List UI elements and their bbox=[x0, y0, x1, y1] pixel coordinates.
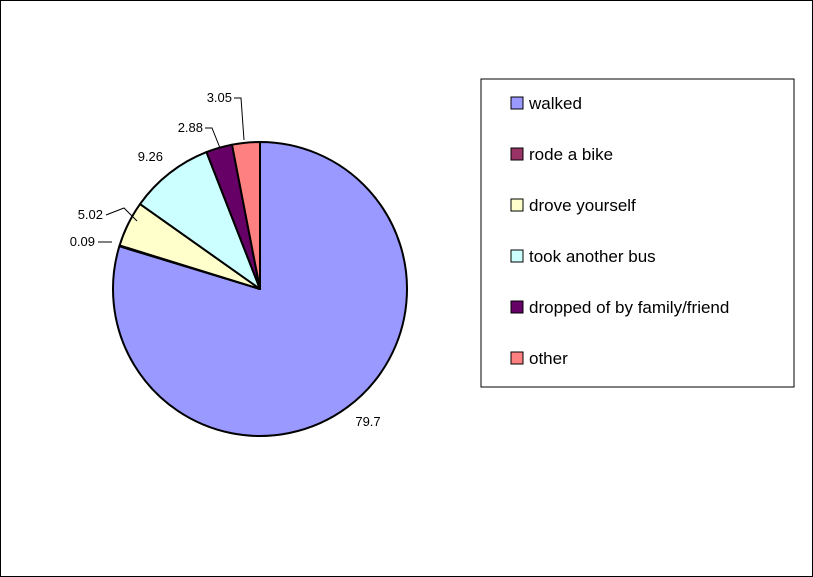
legend-swatch-other bbox=[510, 351, 524, 365]
pie-slices bbox=[112, 141, 408, 437]
leader-lines bbox=[98, 97, 245, 243]
legend-swatch-walked bbox=[510, 96, 524, 110]
pie-slice-took-another-bus bbox=[139, 151, 261, 290]
legend: walked rode a bike drove yourself took anot… bbox=[480, 78, 795, 388]
data-label-dropped-of-by-family-friend: 2.88 bbox=[178, 120, 203, 135]
legend-label-walked: walked bbox=[528, 94, 582, 113]
leader-line-other bbox=[234, 97, 245, 141]
legend-label-other: other bbox=[529, 349, 568, 368]
data-label-rode-a-bike: 0.09 bbox=[70, 234, 95, 249]
data-labels: 79.7 0.09 5.02 9.26 2.88 3.05 bbox=[70, 90, 381, 429]
legend-label-rode-a-bike: rode a bike bbox=[529, 145, 613, 164]
legend-swatch-took-another-bus bbox=[510, 249, 524, 263]
pie-slice-other bbox=[231, 141, 261, 290]
leader-line-dropped-of-by-family-friend bbox=[205, 127, 221, 149]
data-label-drove-yourself: 5.02 bbox=[78, 207, 103, 222]
legend-swatch-dropped-of-by-family-friend bbox=[510, 300, 524, 314]
legend-box bbox=[480, 78, 795, 388]
legend-swatch-rode-a-bike bbox=[510, 147, 524, 161]
leader-line-drove-yourself bbox=[105, 207, 138, 222]
data-label-walked: 79.7 bbox=[355, 414, 380, 429]
data-label-other: 3.05 bbox=[207, 90, 232, 105]
legend-label-drove-yourself: drove yourself bbox=[529, 196, 636, 215]
legend-label-dropped-of-by-family-friend: dropped of by family/friend bbox=[529, 298, 729, 317]
data-label-took-another-bus: 9.26 bbox=[138, 149, 163, 164]
legend-swatch-drove-yourself bbox=[510, 198, 524, 212]
legend-label-took-another-bus: took another bus bbox=[529, 247, 656, 266]
